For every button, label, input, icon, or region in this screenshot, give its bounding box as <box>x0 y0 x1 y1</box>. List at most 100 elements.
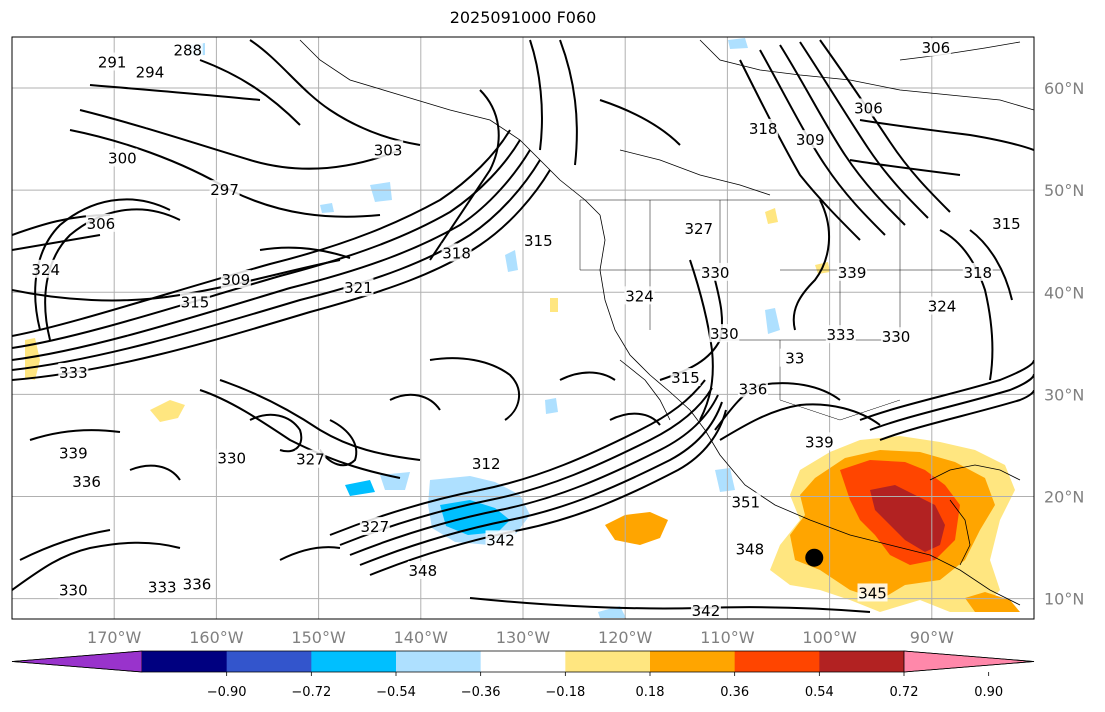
contour-label-bg <box>172 40 203 59</box>
colorbar-segment <box>819 651 905 672</box>
colorbar-tick-label: 0.54 <box>805 685 834 700</box>
contour-label: 339 <box>59 445 88 463</box>
colorbar-segment <box>226 651 312 672</box>
lat-tick-label: 40°N <box>1044 283 1084 302</box>
colorbar-tick-label: −0.54 <box>376 685 416 700</box>
contour-label: 324 <box>31 261 60 279</box>
contour-label: 315 <box>181 293 210 311</box>
contour-label: 288 <box>173 41 202 59</box>
contour-label: 336 <box>183 575 212 593</box>
lat-tick-label: 60°N <box>1044 79 1084 98</box>
contour-label-bg <box>220 270 251 289</box>
contour-label-bg <box>359 517 390 536</box>
contour-label-bg <box>779 348 810 367</box>
contour-label: 294 <box>136 64 165 82</box>
contour-label: 318 <box>442 244 471 262</box>
lon-tick-label: 120°W <box>598 628 653 647</box>
contour-label: 315 <box>671 369 700 387</box>
contour-label: 324 <box>928 298 957 316</box>
contour-label-bg <box>30 259 61 278</box>
contour-label-bg <box>737 379 768 398</box>
contour-label-bg <box>837 262 868 281</box>
colorbar-segment <box>565 651 651 672</box>
contour-label-bg <box>58 580 89 599</box>
contour-label-bg <box>795 130 826 149</box>
colorbar-tick-label: 0.36 <box>720 685 749 700</box>
contour-label: 324 <box>625 287 654 305</box>
contour-label-bg <box>853 98 884 117</box>
contour-label: 330 <box>701 264 730 282</box>
contour-label: 333 <box>148 578 177 596</box>
contour-label-bg <box>485 530 516 549</box>
contour-label: 300 <box>108 150 137 168</box>
lon-tick-label: 140°W <box>394 628 449 647</box>
contour-label-bg <box>58 443 89 462</box>
colorbar-segment <box>734 651 820 672</box>
lon-tick-label: 150°W <box>291 628 346 647</box>
contour-label-bg <box>107 148 138 167</box>
colorbar-tick-label: 0.72 <box>890 685 919 700</box>
contour-label: 318 <box>963 264 992 282</box>
contour-label-bg <box>857 583 888 602</box>
map-title: 2025091000 F060 <box>449 8 597 27</box>
contour-label: 321 <box>344 279 373 297</box>
contour-label-bg <box>471 453 502 472</box>
lat-tick-label: 30°N <box>1044 385 1084 404</box>
colorbar-tick-label: 0.18 <box>636 685 665 700</box>
contour-label: 336 <box>72 473 101 491</box>
contour-label-bg <box>927 296 958 315</box>
contour-label: 342 <box>486 531 515 549</box>
colorbar-outline <box>11 650 1035 673</box>
contour-label-bg <box>343 278 374 297</box>
state-borders <box>579 199 1000 421</box>
contour-label-bg <box>373 140 404 159</box>
contour-label: 348 <box>409 562 438 580</box>
lon-tick-label: 110°W <box>700 628 755 647</box>
contour-label: 306 <box>87 215 116 233</box>
contour-label-bg <box>407 561 438 580</box>
contour-label-bg <box>85 213 116 232</box>
colorbar-max-extend <box>903 650 1035 673</box>
contour-label-bg <box>670 368 701 387</box>
contour-label: 309 <box>221 271 250 289</box>
contour-label-bg <box>804 432 835 451</box>
colorbar-min-extend <box>11 650 143 673</box>
contour-label: 306 <box>854 99 883 117</box>
contour-label: 327 <box>684 220 713 238</box>
contour-label-bg <box>991 213 1022 232</box>
contour-labels: 288 291 294 303 300 297 306 318 315 327 324 309 321 3… <box>30 38 1022 620</box>
contour-label-bg <box>295 449 326 468</box>
map-border <box>11 36 1035 620</box>
lon-tick-label: 100°W <box>802 628 857 647</box>
colorbar-tick-label: −0.72 <box>291 685 331 700</box>
contour-label: 330 <box>710 325 739 343</box>
contour-label: 303 <box>374 141 403 159</box>
lon-tick-label: 160°W <box>189 628 244 647</box>
coastlines <box>299 39 1034 606</box>
colorbar <box>11 650 1035 673</box>
contour-label: 330 <box>217 450 246 468</box>
contour-label: 330 <box>59 581 88 599</box>
contour-label-bg <box>147 577 178 596</box>
contour-label-bg <box>523 231 554 250</box>
contour-label-bg <box>734 539 765 558</box>
contour-label-bg <box>97 52 128 71</box>
contour-label: 33 <box>785 350 804 368</box>
contour-label: 342 <box>692 602 721 620</box>
colorbar-segment <box>480 651 566 672</box>
contour-label-bg <box>181 574 212 593</box>
contour-label: 309 <box>796 131 825 149</box>
colorbar-tick-labels: −0.90 −0.72 −0.54 −0.36 −0.18 0.18 0.36 0.54 0.7… <box>207 672 1003 700</box>
location-marker <box>805 548 824 567</box>
contour-label: 315 <box>524 232 553 250</box>
contour-label-bg <box>962 262 993 281</box>
lon-tick-label: 130°W <box>496 628 551 647</box>
lon-tick-label: 170°W <box>87 628 142 647</box>
contour-label-bg <box>825 325 856 344</box>
contour-label: 333 <box>59 364 88 382</box>
contour-label-bg <box>683 218 714 237</box>
contour-label-bg <box>730 492 761 511</box>
contour-label: 291 <box>98 54 127 72</box>
contour-label: 315 <box>992 215 1021 233</box>
cool-shading-region <box>190 38 780 618</box>
